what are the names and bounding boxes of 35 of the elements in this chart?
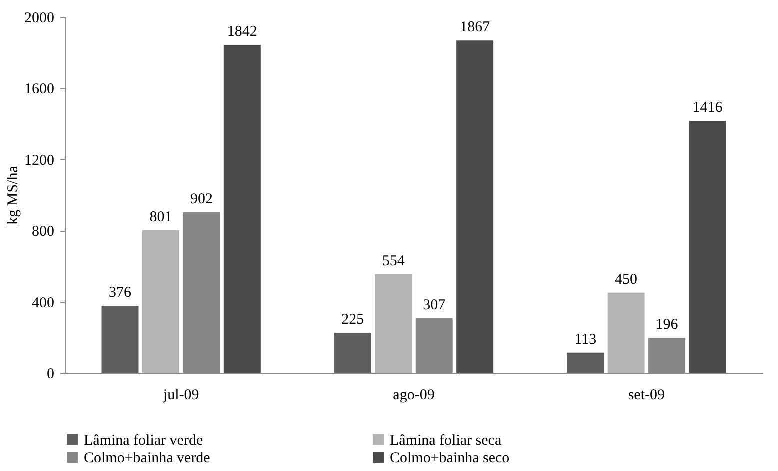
bar bbox=[142, 230, 180, 373]
data-label: 113 bbox=[574, 332, 597, 348]
y-tick-label: 1600 bbox=[24, 82, 54, 98]
data-label: 1416 bbox=[692, 100, 724, 116]
y-tick-label: 2000 bbox=[24, 10, 54, 26]
data-label: 450 bbox=[615, 272, 638, 288]
legend-label: Colmo+bainha seco bbox=[390, 450, 510, 466]
y-tick-label: 400 bbox=[32, 295, 54, 312]
bar bbox=[567, 352, 604, 373]
bar bbox=[334, 332, 372, 373]
data-label: 801 bbox=[150, 209, 172, 226]
bar bbox=[608, 292, 645, 373]
data-label: 307 bbox=[423, 297, 446, 314]
bar bbox=[375, 274, 412, 373]
data-label: 225 bbox=[342, 312, 364, 328]
bar bbox=[689, 120, 726, 373]
data-label: 554 bbox=[382, 253, 406, 270]
data-label: 1867 bbox=[460, 20, 491, 36]
legend-label: Colmo+bainha verde bbox=[84, 450, 211, 466]
data-label: 376 bbox=[109, 285, 132, 302]
bar bbox=[102, 306, 139, 373]
legend-label: Lâmina foliar seca bbox=[390, 432, 502, 449]
x-tick-label: jul-09 bbox=[162, 388, 200, 404]
y-tick-label: 1200 bbox=[24, 152, 54, 169]
y-axis-title: kg MS/ha bbox=[6, 166, 22, 225]
legend-label: Lâmina foliar verde bbox=[84, 432, 204, 449]
x-tick-label: set-09 bbox=[628, 388, 666, 404]
data-label: 902 bbox=[190, 191, 213, 208]
bar bbox=[456, 40, 494, 373]
y-tick-label: 800 bbox=[32, 224, 54, 240]
data-label: 196 bbox=[656, 317, 679, 334]
data-label: 1842 bbox=[227, 24, 258, 40]
y-tick-label: 0 bbox=[47, 366, 54, 382]
bar bbox=[224, 45, 261, 373]
x-tick-label: ago-09 bbox=[393, 388, 435, 404]
